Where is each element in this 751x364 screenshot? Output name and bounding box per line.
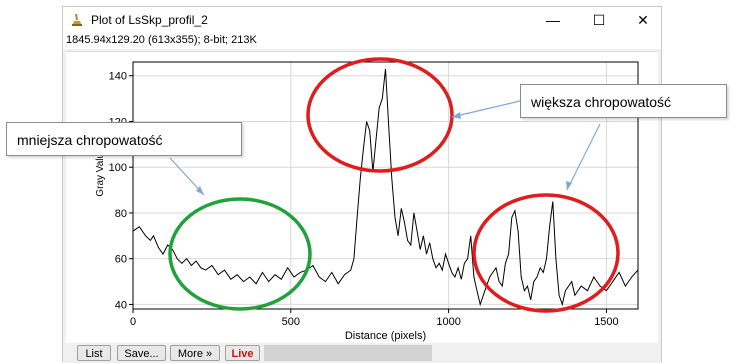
maximize-button[interactable]: ☐ [592,12,606,28]
y-tick-label: 60 [115,254,127,266]
annotation-label-right: większa chropowatość [520,84,727,118]
live-button[interactable]: Live [225,345,260,361]
imagej-microscope-icon [72,14,82,26]
x-tick-label: 1500 [594,316,618,328]
button-bar: List Save... More » Live [63,343,661,363]
list-button[interactable]: List [77,345,111,361]
window-title: Plot of LsSkp_profil_2 [91,13,208,27]
more-button[interactable]: More » [170,345,220,361]
image-info-bar: 1845.94x129.20 (613x355); 8-bit; 213K [63,33,661,49]
plot-window: Plot of LsSkp_profil_2 — ☐ ✕ 1845.94x129… [62,6,662,363]
x-tick-label: 1000 [436,316,460,328]
y-tick-label: 80 [115,208,127,220]
y-tick-label: 140 [109,71,127,83]
y-tick-label: 100 [109,162,127,174]
x-axis-label: Distance (pixels) [345,330,426,342]
close-button[interactable]: ✕ [637,12,649,28]
y-tick-label: 40 [115,299,127,311]
annotation-label-left: mniejsza chropowatość [6,122,242,156]
title-bar[interactable]: Plot of LsSkp_profil_2 — ☐ ✕ [63,7,661,33]
y-axis-label: Gray Value [95,147,106,197]
image-info-text: 1845.94x129.20 (613x355); 8-bit; 213K [66,34,257,46]
minimize-button[interactable]: — [546,12,560,28]
coordinates-field [264,345,432,361]
save-button[interactable]: Save... [117,345,166,361]
x-tick-label: 0 [130,316,136,328]
x-tick-label: 500 [282,316,300,328]
